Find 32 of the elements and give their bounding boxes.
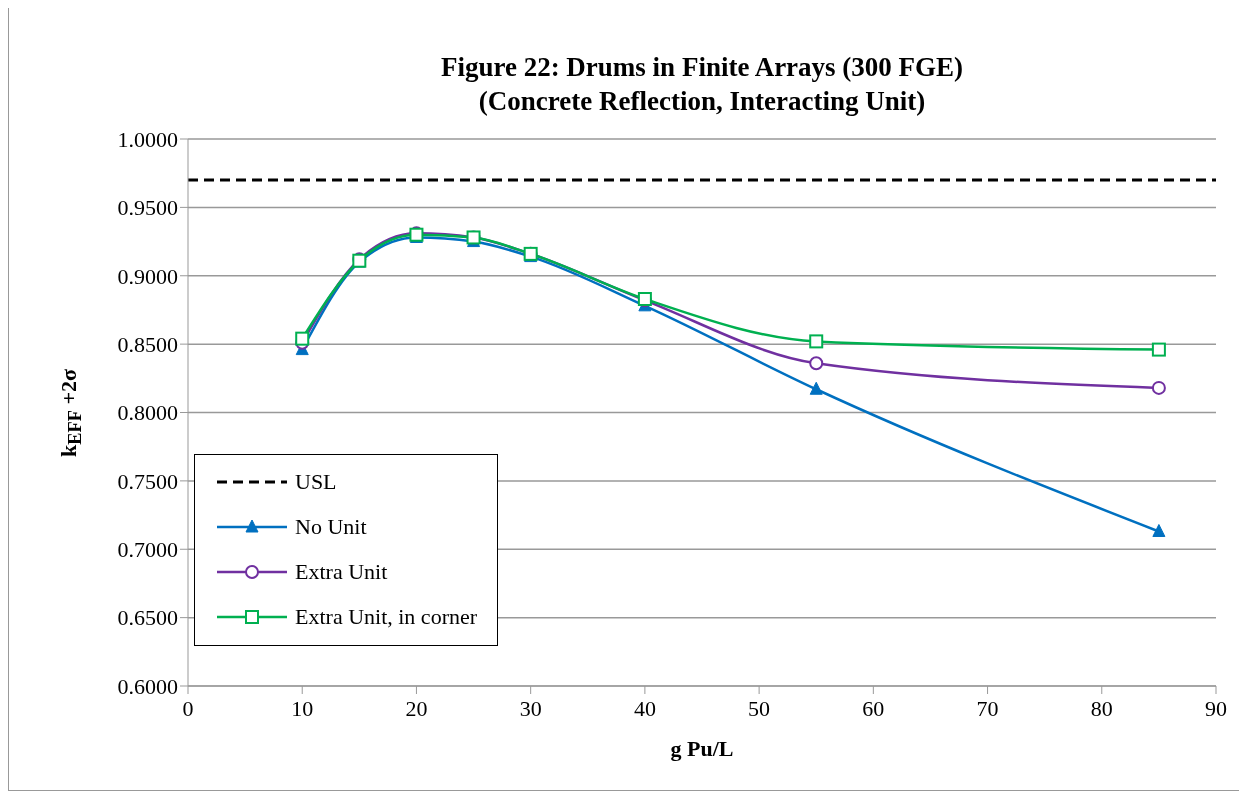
y-tick-label: 0.9000 (117, 263, 178, 289)
y-tick-label: 0.8500 (117, 331, 178, 357)
x-tick-label: 90 (1205, 695, 1227, 721)
point (1151, 342, 1166, 357)
x-tick-label: 10 (291, 695, 314, 721)
point (809, 356, 824, 371)
y-tick-label: 0.8000 (117, 400, 178, 426)
y-tick-label: 0.6000 (117, 673, 178, 699)
legend-label: No Unit (295, 513, 367, 540)
legend-label: Extra Unit, in corner (295, 603, 478, 630)
y-tick-label: 1.0000 (117, 126, 178, 152)
x-axis-title: g Pu/L (670, 736, 734, 761)
x-tick-label: 50 (748, 695, 771, 721)
point (1152, 523, 1166, 537)
y-tick-label: 0.9500 (117, 195, 178, 221)
x-tick-label: 80 (1090, 695, 1113, 721)
x-tick-label: 40 (633, 695, 656, 721)
point (809, 381, 823, 395)
point (1151, 380, 1166, 395)
x-tick-label: 60 (862, 695, 885, 721)
x-tick-label: 20 (405, 695, 428, 721)
y-tick-label: 0.7500 (117, 468, 178, 494)
chart-title: Figure 22: Drums in Finite Arrays (300 FGE) (Concrete Reflection, Interacting Unit) (439, 51, 965, 118)
x-tick-label: 30 (519, 695, 542, 721)
x-tick-label: 0 (182, 695, 194, 721)
legend-label: USL (295, 468, 337, 495)
y-tick-label: 0.7000 (117, 537, 178, 563)
point (295, 331, 310, 346)
legend-label: Extra Unit (295, 558, 388, 585)
y-tick-label: 0.6500 (117, 605, 178, 631)
x-tick-label: 70 (976, 695, 999, 721)
point (809, 334, 824, 349)
